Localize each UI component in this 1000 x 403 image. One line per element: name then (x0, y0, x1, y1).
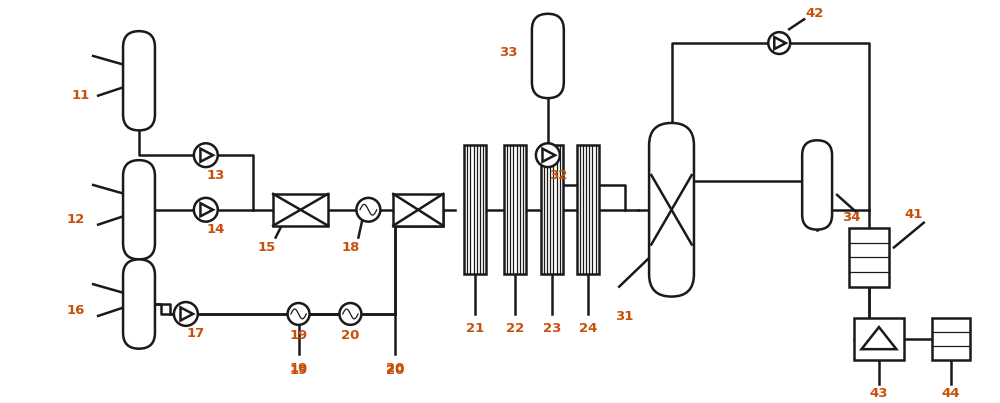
Text: 34: 34 (842, 211, 860, 224)
Circle shape (288, 303, 310, 325)
Bar (577, 145, 599, 274)
FancyBboxPatch shape (532, 14, 564, 98)
Bar (849, 228, 889, 287)
Text: 31: 31 (615, 310, 634, 324)
Text: 32: 32 (549, 168, 567, 181)
Text: 41: 41 (905, 208, 923, 221)
Text: 22: 22 (506, 322, 524, 335)
Polygon shape (180, 307, 193, 320)
Text: 14: 14 (207, 223, 225, 236)
Text: 18: 18 (341, 241, 360, 254)
Text: 23: 23 (543, 322, 561, 335)
Text: 19: 19 (289, 364, 308, 377)
Polygon shape (774, 37, 786, 49)
Text: 33: 33 (499, 46, 517, 60)
Bar (273, 194, 328, 226)
Circle shape (194, 143, 218, 167)
Bar (504, 145, 526, 274)
Text: 12: 12 (67, 213, 85, 226)
Text: 15: 15 (258, 241, 276, 254)
FancyBboxPatch shape (123, 260, 155, 349)
Bar (541, 145, 563, 274)
Text: 19: 19 (289, 362, 308, 375)
FancyBboxPatch shape (649, 123, 694, 297)
Circle shape (768, 32, 790, 54)
Circle shape (194, 198, 218, 222)
Polygon shape (200, 149, 213, 162)
Circle shape (339, 303, 361, 325)
Text: 20: 20 (341, 329, 360, 342)
Circle shape (356, 198, 380, 222)
Text: 44: 44 (941, 387, 960, 400)
Bar (854, 318, 904, 359)
Bar (393, 194, 443, 226)
Text: 19: 19 (289, 329, 308, 342)
FancyBboxPatch shape (802, 140, 832, 230)
Text: 20: 20 (386, 362, 404, 375)
FancyBboxPatch shape (123, 31, 155, 131)
Text: 24: 24 (579, 322, 597, 335)
Bar (932, 318, 970, 359)
Polygon shape (200, 203, 213, 216)
Text: 11: 11 (72, 89, 90, 102)
Circle shape (174, 302, 198, 326)
Text: 20: 20 (386, 364, 404, 377)
Polygon shape (542, 149, 555, 162)
Polygon shape (861, 327, 896, 349)
Text: 16: 16 (67, 305, 85, 318)
Text: 17: 17 (187, 327, 205, 340)
Circle shape (536, 143, 560, 167)
Text: 21: 21 (466, 322, 484, 335)
Text: 43: 43 (870, 387, 888, 400)
Bar (464, 145, 486, 274)
Text: 42: 42 (805, 7, 823, 20)
FancyBboxPatch shape (123, 160, 155, 260)
Text: 13: 13 (207, 168, 225, 181)
